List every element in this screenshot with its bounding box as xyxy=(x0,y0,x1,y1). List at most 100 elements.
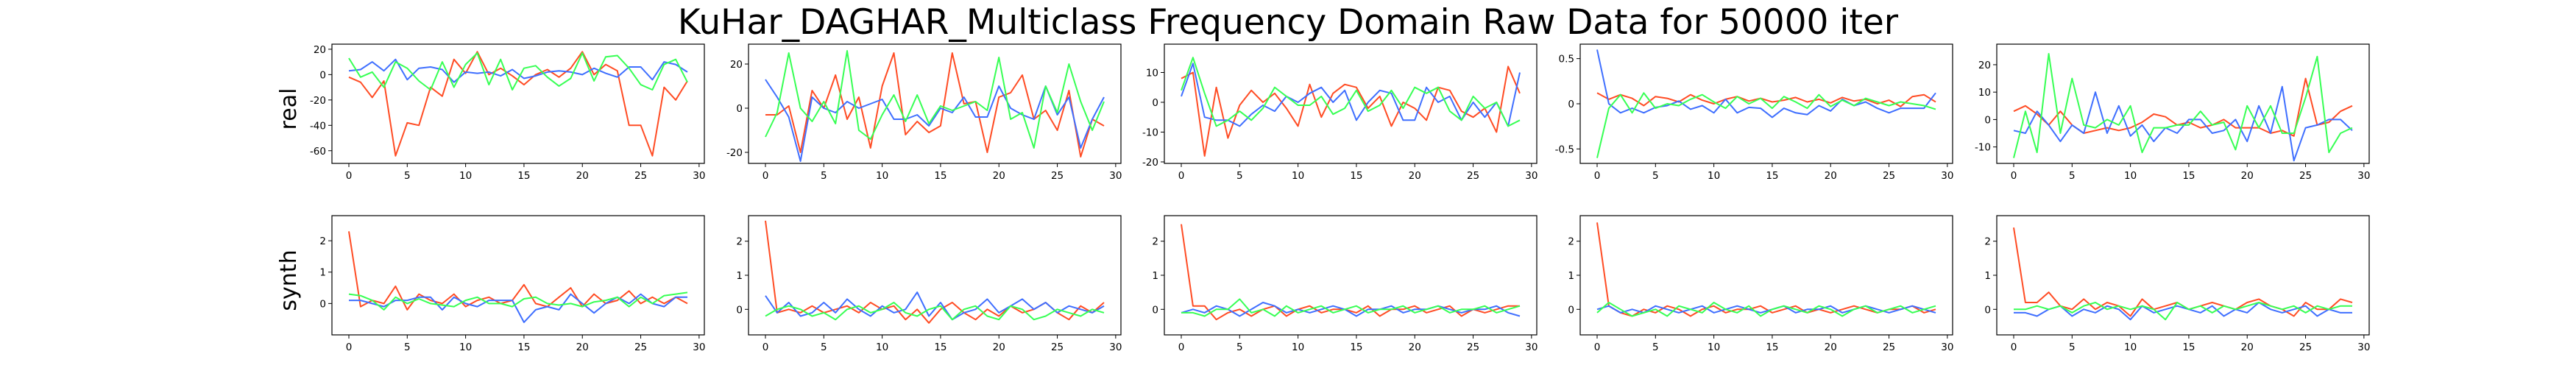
x-tick-label-synth-1-1: 5 xyxy=(404,342,411,353)
x-tick-label-real-4-1: 5 xyxy=(1652,170,1659,182)
y-tick-label-real-1-2: -20 xyxy=(310,95,326,107)
y-tick-label-real-4-0: -0.5 xyxy=(1555,144,1574,155)
x-tick-label-synth-3-5: 25 xyxy=(1467,342,1479,353)
x-tick-label-synth-2-4: 20 xyxy=(993,342,1005,353)
x-tick-label-real-3-1: 5 xyxy=(1236,170,1243,182)
x-tick-label-real-5-2: 10 xyxy=(2124,170,2137,182)
x-tick-label-real-5-5: 25 xyxy=(2299,170,2312,182)
y-tick-label-real-3-2: 0 xyxy=(1152,97,1158,109)
y-tick-label-synth-3-1: 1 xyxy=(1152,270,1158,282)
y-tick-label-real-1-3: 0 xyxy=(319,69,326,81)
x-tick-label-synth-4-2: 10 xyxy=(1708,342,1720,353)
x-tick-label-real-1-2: 10 xyxy=(459,170,472,182)
y-tick-label-real-5-0: -10 xyxy=(1975,142,1991,154)
x-tick-label-synth-3-2: 10 xyxy=(1292,342,1304,353)
series-line-real-4-1 xyxy=(1596,49,1936,118)
y-tick-label-synth-2-2: 2 xyxy=(736,236,743,248)
y-tick-label-real-3-1: -10 xyxy=(1142,127,1158,138)
x-tick-label-synth-3-0: 0 xyxy=(1178,342,1185,353)
x-tick-label-synth-5-2: 10 xyxy=(2124,342,2137,353)
plot-area-synth-4 xyxy=(1580,216,1953,335)
x-tick-label-synth-1-5: 25 xyxy=(634,342,647,353)
x-tick-label-synth-1-4: 20 xyxy=(576,342,589,353)
subplot-real-4: 0 5 10 15 20 25 30 -0.5 0 0.5 xyxy=(1555,43,1953,182)
y-tick-label-real-5-2: 10 xyxy=(1978,87,1991,99)
axes-frame-real-1 xyxy=(331,43,705,164)
plot-area-synth-3 xyxy=(1164,216,1537,335)
y-tick-label-synth-1-1: 1 xyxy=(319,267,326,279)
y-tick-label-real-2-1: 0 xyxy=(736,103,743,115)
x-tick-label-synth-3-4: 20 xyxy=(1409,342,1421,353)
series-line-synth-3-0 xyxy=(1181,224,1520,321)
axes-frame-synth-4 xyxy=(1579,215,1953,336)
series-line-synth-1-2 xyxy=(348,291,688,311)
series-line-synth-4-2 xyxy=(1596,302,1936,317)
x-tick-label-real-2-2: 10 xyxy=(876,170,888,182)
x-tick-label-real-1-6: 30 xyxy=(693,170,705,182)
subplot-synth-5: 0 5 10 15 20 25 30 0 1 2 xyxy=(1984,215,2370,353)
axes-frame-real-4 xyxy=(1579,43,1953,164)
y-tick-label-real-1-4: 20 xyxy=(314,44,326,56)
y-tick-label-real-4-1: 0 xyxy=(1568,99,1574,110)
subplot-synth-1: 0 5 10 15 20 25 30 0 1 2 xyxy=(319,215,705,353)
series-line-synth-3-2 xyxy=(1181,298,1521,317)
x-tick-label-synth-4-6: 30 xyxy=(1941,342,1953,353)
x-tick-label-real-5-3: 15 xyxy=(2182,170,2195,182)
x-tick-label-real-5-4: 20 xyxy=(2241,170,2254,182)
y-tick-label-synth-5-1: 1 xyxy=(1984,270,1991,282)
axes-frame-real-2 xyxy=(748,43,1122,164)
x-tick-label-real-4-5: 25 xyxy=(1883,170,1895,182)
x-tick-label-synth-2-6: 30 xyxy=(1109,342,1122,353)
series-line-real-4-2 xyxy=(1596,92,1936,158)
x-tick-label-synth-5-1: 5 xyxy=(2069,342,2076,353)
x-tick-label-synth-4-4: 20 xyxy=(1825,342,1837,353)
figure-title: KuHar_DAGHAR_Multiclass Frequency Domain… xyxy=(678,2,1899,43)
x-tick-label-real-1-4: 20 xyxy=(576,170,589,182)
x-tick-label-real-5-1: 5 xyxy=(2069,170,2076,182)
y-tick-label-synth-2-0: 0 xyxy=(736,304,743,316)
series-line-real-5-1 xyxy=(2013,85,2353,162)
x-tick-label-synth-2-0: 0 xyxy=(762,342,769,353)
axes-frame-real-3 xyxy=(1164,43,1538,164)
series-line-synth-4-1 xyxy=(1596,305,1936,314)
plot-area-synth-5 xyxy=(1997,216,2369,335)
x-tick-label-real-2-5: 25 xyxy=(1051,170,1064,182)
x-tick-label-synth-5-6: 30 xyxy=(2357,342,2370,353)
subplot-synth-3: 0 5 10 15 20 25 30 0 1 2 xyxy=(1152,215,1538,353)
series-line-real-1-1 xyxy=(348,58,688,83)
y-tick-label-synth-4-0: 0 xyxy=(1568,304,1574,316)
y-tick-label-synth-2-1: 1 xyxy=(736,270,743,282)
x-tick-label-real-4-6: 30 xyxy=(1941,170,1953,182)
x-tick-label-synth-3-1: 5 xyxy=(1236,342,1243,353)
x-tick-label-synth-5-5: 25 xyxy=(2299,342,2312,353)
x-tick-label-real-2-0: 0 xyxy=(762,170,769,182)
series-line-real-2-2 xyxy=(765,50,1105,149)
x-tick-label-real-5-0: 0 xyxy=(2011,170,2017,182)
series-line-synth-1-0 xyxy=(348,231,688,311)
x-tick-label-real-2-3: 15 xyxy=(934,170,946,182)
subplot-real-3: 0 5 10 15 20 25 30 -20 -10 0 10 xyxy=(1142,43,1538,182)
x-tick-label-synth-5-3: 15 xyxy=(2182,342,2195,353)
y-tick-label-synth-3-0: 0 xyxy=(1152,304,1158,316)
series-line-synth-5-1 xyxy=(2014,302,2352,321)
y-tick-label-real-3-0: -20 xyxy=(1142,157,1158,169)
series-line-synth-1-1 xyxy=(349,293,687,323)
series-line-synth-2-1 xyxy=(765,291,1105,321)
series-line-real-3-2 xyxy=(1181,57,1521,127)
y-tick-label-real-1-1: -40 xyxy=(310,120,326,132)
axes-frame-synth-5 xyxy=(1996,215,2370,336)
x-tick-label-real-4-3: 15 xyxy=(1766,170,1778,182)
x-tick-label-synth-5-0: 0 xyxy=(2011,342,2017,353)
y-tick-label-real-5-3: 20 xyxy=(1978,60,1991,71)
subplot-synth-2: 0 5 10 15 20 25 30 0 1 2 xyxy=(736,215,1122,353)
plot-area-real-5 xyxy=(1997,44,2369,163)
series-line-real-1-2 xyxy=(348,52,688,91)
y-tick-label-real-3-3: 10 xyxy=(1146,67,1158,79)
x-tick-label-synth-4-5: 25 xyxy=(1883,342,1895,353)
x-tick-label-synth-2-2: 10 xyxy=(876,342,888,353)
x-tick-label-real-2-4: 20 xyxy=(993,170,1005,182)
y-tick-label-real-2-2: 20 xyxy=(730,59,743,71)
axes-frame-synth-3 xyxy=(1164,215,1538,336)
